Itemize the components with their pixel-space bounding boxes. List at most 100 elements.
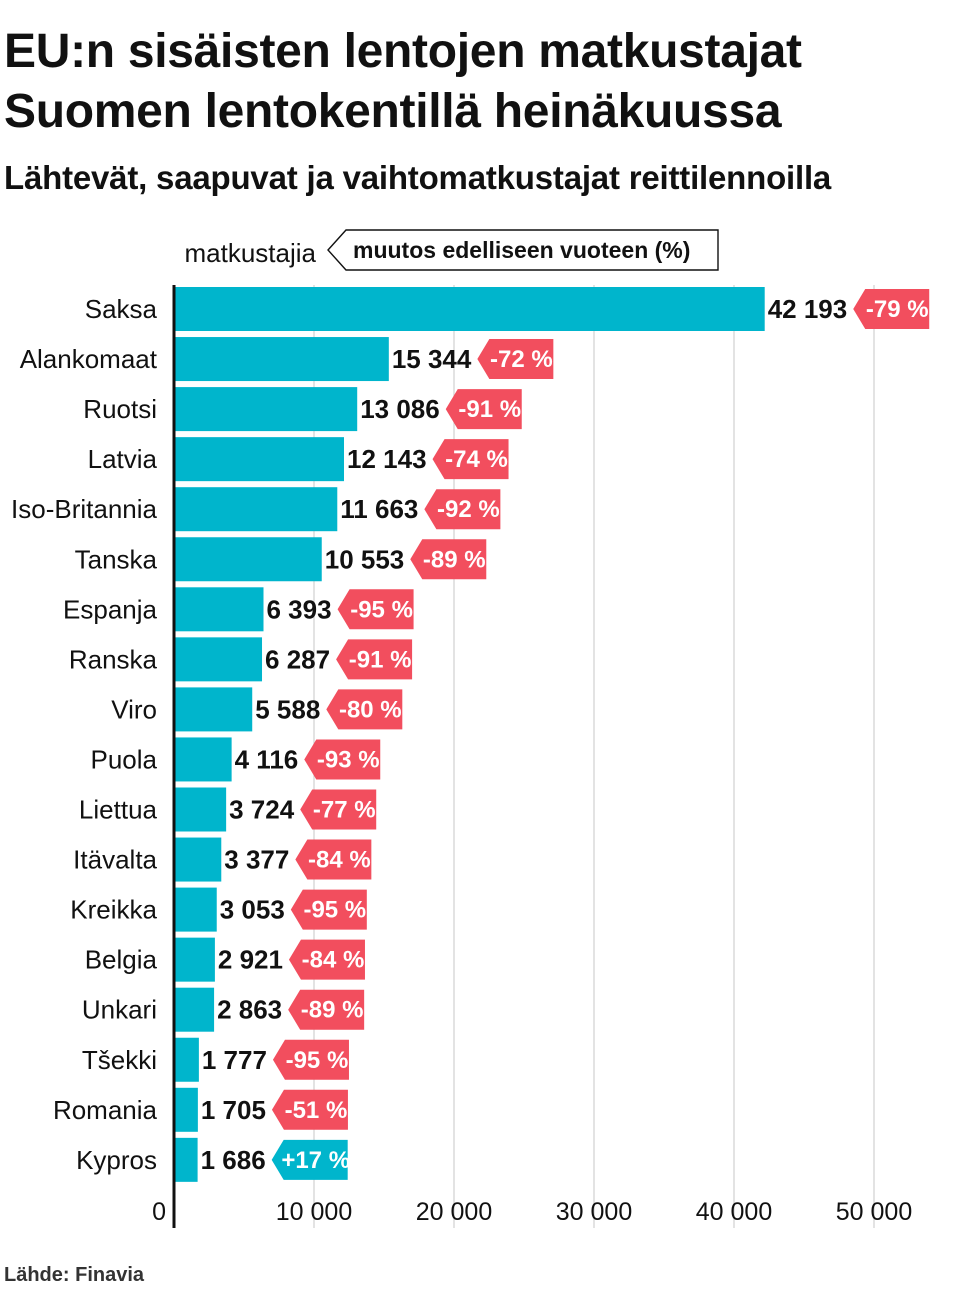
category-label: Kreikka [70, 895, 157, 925]
change-label: -80 % [339, 696, 402, 723]
change-badge [410, 539, 487, 580]
change-badge [288, 939, 365, 980]
source-note: Lähde: Finavia [4, 1264, 145, 1286]
change-label: -95 % [350, 596, 413, 623]
bar [174, 687, 253, 732]
change-badge [304, 739, 381, 780]
bar [174, 887, 217, 932]
category-label: Puola [91, 744, 158, 774]
axis-header: matkustajia muutos edelliseen vuoteen (%… [185, 229, 719, 271]
bar [174, 1037, 199, 1082]
change-label: -95 % [303, 897, 366, 924]
change-label: -95 % [286, 1047, 349, 1074]
x-tick-label: 50 000 [836, 1198, 912, 1226]
category-label: Ranska [69, 644, 158, 674]
x-tick-label: 0 [152, 1198, 166, 1226]
value-label: 42 193 [768, 294, 848, 324]
change-label: -91 % [349, 646, 412, 673]
change-badge [432, 439, 509, 480]
change-label: -74 % [445, 446, 508, 473]
change-badge [271, 1139, 348, 1180]
bar [174, 437, 345, 482]
category-label: Viro [111, 694, 157, 724]
value-label: 2 921 [218, 945, 283, 975]
x-tick-label: 40 000 [696, 1198, 772, 1226]
bar [174, 287, 765, 331]
change-label: -72 % [490, 346, 553, 373]
change-label: -51 % [285, 1097, 348, 1124]
bar [174, 1087, 198, 1132]
value-label: 11 663 [340, 494, 418, 524]
change-label: -93 % [317, 746, 380, 773]
bar [174, 1137, 198, 1182]
change-badge [272, 1039, 349, 1080]
value-label: 1 686 [201, 1145, 266, 1175]
category-label: Romania [53, 1095, 158, 1125]
category-label: Belgia [85, 945, 158, 975]
x-tick-label: 30 000 [556, 1198, 632, 1226]
value-label: 3 377 [224, 845, 289, 875]
change-badge [445, 389, 522, 430]
change-badge [337, 589, 414, 630]
value-label: 15 344 [392, 344, 472, 374]
category-label: Liettua [79, 795, 158, 825]
change-label: -89 % [301, 997, 364, 1024]
value-label: 4 116 [235, 744, 299, 774]
value-label: 2 863 [217, 995, 282, 1025]
bar [174, 387, 358, 432]
change-badge [271, 1089, 348, 1130]
bar [174, 737, 232, 782]
change-label: +17 % [281, 1147, 350, 1174]
bar [174, 787, 227, 832]
bar [174, 537, 322, 582]
gridlines [313, 285, 875, 1228]
value-label: 6 287 [265, 644, 330, 674]
x-axis-ticks: 0 10 000 20 000 30 000 40 000 50 000 [152, 1198, 912, 1226]
change-label: -91 % [458, 396, 521, 423]
bars [174, 287, 765, 1182]
category-label: Alankomaat [20, 344, 158, 374]
category-label: Saksa [85, 294, 158, 324]
bar [174, 937, 215, 982]
legend-callout-box [327, 229, 719, 271]
category-label: Unkari [82, 995, 157, 1025]
change-badge [853, 289, 930, 329]
category-label: Tšekki [82, 1045, 157, 1075]
bar [174, 637, 263, 682]
x-tick-label: 20 000 [416, 1198, 492, 1226]
bar [174, 837, 222, 882]
change-badge [288, 989, 365, 1030]
labels: Saksa 42 193 -79 % Alankomaat 15 344 -72 % Ruo… [11, 289, 930, 1180]
category-label: Kypros [76, 1145, 157, 1175]
change-badge [336, 639, 413, 680]
value-label: 6 393 [267, 594, 332, 624]
category-label: Tanska [75, 544, 158, 574]
chart-subtitle: Lähtevät, saapuvat ja vaihtomatkustajat … [4, 159, 832, 196]
bar [174, 487, 338, 532]
change-badge [295, 839, 372, 880]
value-label: 10 553 [325, 544, 405, 574]
bar [174, 987, 215, 1032]
value-label: 13 086 [360, 394, 440, 424]
legend-label: muutos edelliseen vuoteen (%) [353, 237, 690, 263]
change-badge [300, 789, 377, 830]
value-label: 3 053 [220, 895, 285, 925]
x-axis-label: matkustajia [185, 238, 317, 268]
category-label: Espanja [63, 594, 157, 624]
bar [174, 337, 389, 382]
category-label: Itävalta [73, 845, 157, 875]
change-label: -84 % [302, 947, 365, 974]
change-label: -84 % [308, 847, 371, 874]
change-label: -92 % [437, 496, 500, 523]
value-label: 12 143 [347, 444, 427, 474]
chart-title: EU:n sisäisten lentojen matkustajat Suom… [4, 25, 802, 138]
category-label: Latvia [88, 444, 158, 474]
change-label: -79 % [866, 296, 929, 323]
change-badge [477, 339, 554, 380]
value-label: 1 777 [202, 1045, 267, 1075]
value-label: 5 588 [255, 694, 320, 724]
change-badge [290, 889, 367, 930]
x-tick-label: 10 000 [276, 1198, 352, 1226]
change-badge [326, 689, 403, 730]
